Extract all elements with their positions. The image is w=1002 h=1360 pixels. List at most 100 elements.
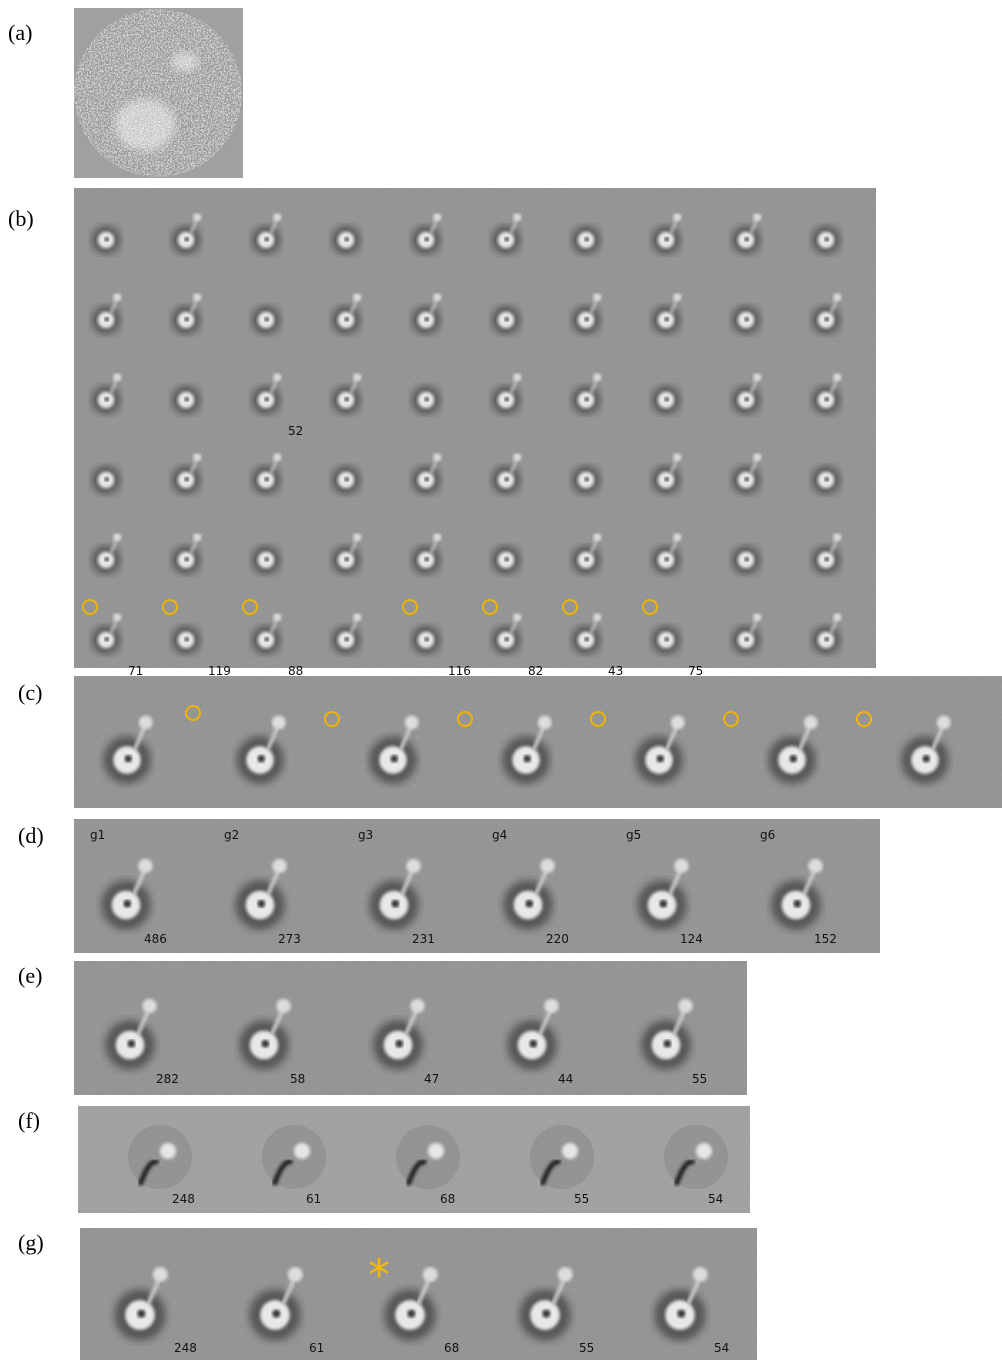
core xyxy=(105,237,110,242)
core xyxy=(391,900,399,908)
head xyxy=(833,373,841,381)
core xyxy=(745,557,750,562)
particle xyxy=(572,226,601,255)
particle xyxy=(732,306,761,335)
core xyxy=(137,1310,145,1318)
core xyxy=(265,477,270,482)
core xyxy=(185,317,190,322)
head xyxy=(433,453,441,461)
panel-label: (g) xyxy=(18,1230,44,1255)
core xyxy=(127,1040,135,1048)
head xyxy=(753,373,761,381)
head xyxy=(693,1267,708,1282)
particle xyxy=(252,306,281,335)
head xyxy=(410,999,424,1013)
core xyxy=(745,237,750,242)
core xyxy=(585,237,590,242)
class-count: 61 xyxy=(306,1192,321,1206)
head xyxy=(288,1267,303,1282)
head xyxy=(139,716,153,730)
core xyxy=(345,477,350,482)
core xyxy=(825,237,830,242)
class-count: 220 xyxy=(546,932,569,946)
core xyxy=(425,637,430,642)
core xyxy=(585,637,590,642)
head xyxy=(272,859,286,873)
particle xyxy=(572,466,601,495)
class-count: 116 xyxy=(448,664,471,678)
class-count: 44 xyxy=(558,1072,573,1086)
head xyxy=(272,716,286,730)
masked-noise xyxy=(128,1125,192,1189)
core xyxy=(665,557,670,562)
core xyxy=(105,557,110,562)
particle xyxy=(252,546,281,575)
head xyxy=(142,999,156,1013)
class-count: 71 xyxy=(128,664,143,678)
head xyxy=(153,1267,168,1282)
particle xyxy=(412,626,441,655)
core xyxy=(825,477,830,482)
head xyxy=(405,716,419,730)
head xyxy=(673,213,681,221)
head xyxy=(678,999,692,1013)
core xyxy=(345,557,350,562)
class-name: g5 xyxy=(626,828,641,842)
head xyxy=(160,1143,176,1159)
core xyxy=(345,237,350,242)
core xyxy=(663,1040,671,1048)
class-name: g2 xyxy=(224,828,239,842)
core xyxy=(790,755,798,763)
head xyxy=(193,533,201,541)
class-count: 68 xyxy=(440,1192,455,1206)
core xyxy=(123,900,131,908)
core xyxy=(395,1040,403,1048)
core xyxy=(185,637,190,642)
head xyxy=(193,453,201,461)
head xyxy=(593,613,601,621)
core xyxy=(258,755,266,763)
head xyxy=(593,293,601,301)
head xyxy=(273,373,281,381)
core xyxy=(745,397,750,402)
core xyxy=(793,900,801,908)
head xyxy=(138,859,152,873)
core xyxy=(542,1310,550,1318)
head xyxy=(273,453,281,461)
core xyxy=(665,317,670,322)
head xyxy=(544,999,558,1013)
head xyxy=(113,533,121,541)
class-count: 119 xyxy=(208,664,231,678)
core xyxy=(185,237,190,242)
class-count: 248 xyxy=(174,1341,197,1355)
class-count: 231 xyxy=(412,932,435,946)
panel-label: (a) xyxy=(8,20,32,45)
class-count: 61 xyxy=(309,1341,324,1355)
panel-label: (f) xyxy=(18,1108,40,1133)
particle-blob xyxy=(172,52,198,72)
core xyxy=(105,397,110,402)
head xyxy=(513,373,521,381)
class-count: 55 xyxy=(574,1192,589,1206)
class-count: 82 xyxy=(528,664,543,678)
head xyxy=(273,613,281,621)
head xyxy=(273,213,281,221)
core xyxy=(665,477,670,482)
core xyxy=(425,477,430,482)
masked-noise xyxy=(262,1125,326,1189)
head xyxy=(674,859,688,873)
particle xyxy=(92,226,121,255)
head xyxy=(433,293,441,301)
core xyxy=(825,317,830,322)
head xyxy=(113,293,121,301)
core xyxy=(185,397,190,402)
head xyxy=(353,293,361,301)
particle xyxy=(492,546,521,575)
core xyxy=(659,900,667,908)
particle xyxy=(92,466,121,495)
class-count: 124 xyxy=(680,932,703,946)
core xyxy=(825,557,830,562)
core xyxy=(585,397,590,402)
class-count: 273 xyxy=(278,932,301,946)
core xyxy=(125,755,133,763)
